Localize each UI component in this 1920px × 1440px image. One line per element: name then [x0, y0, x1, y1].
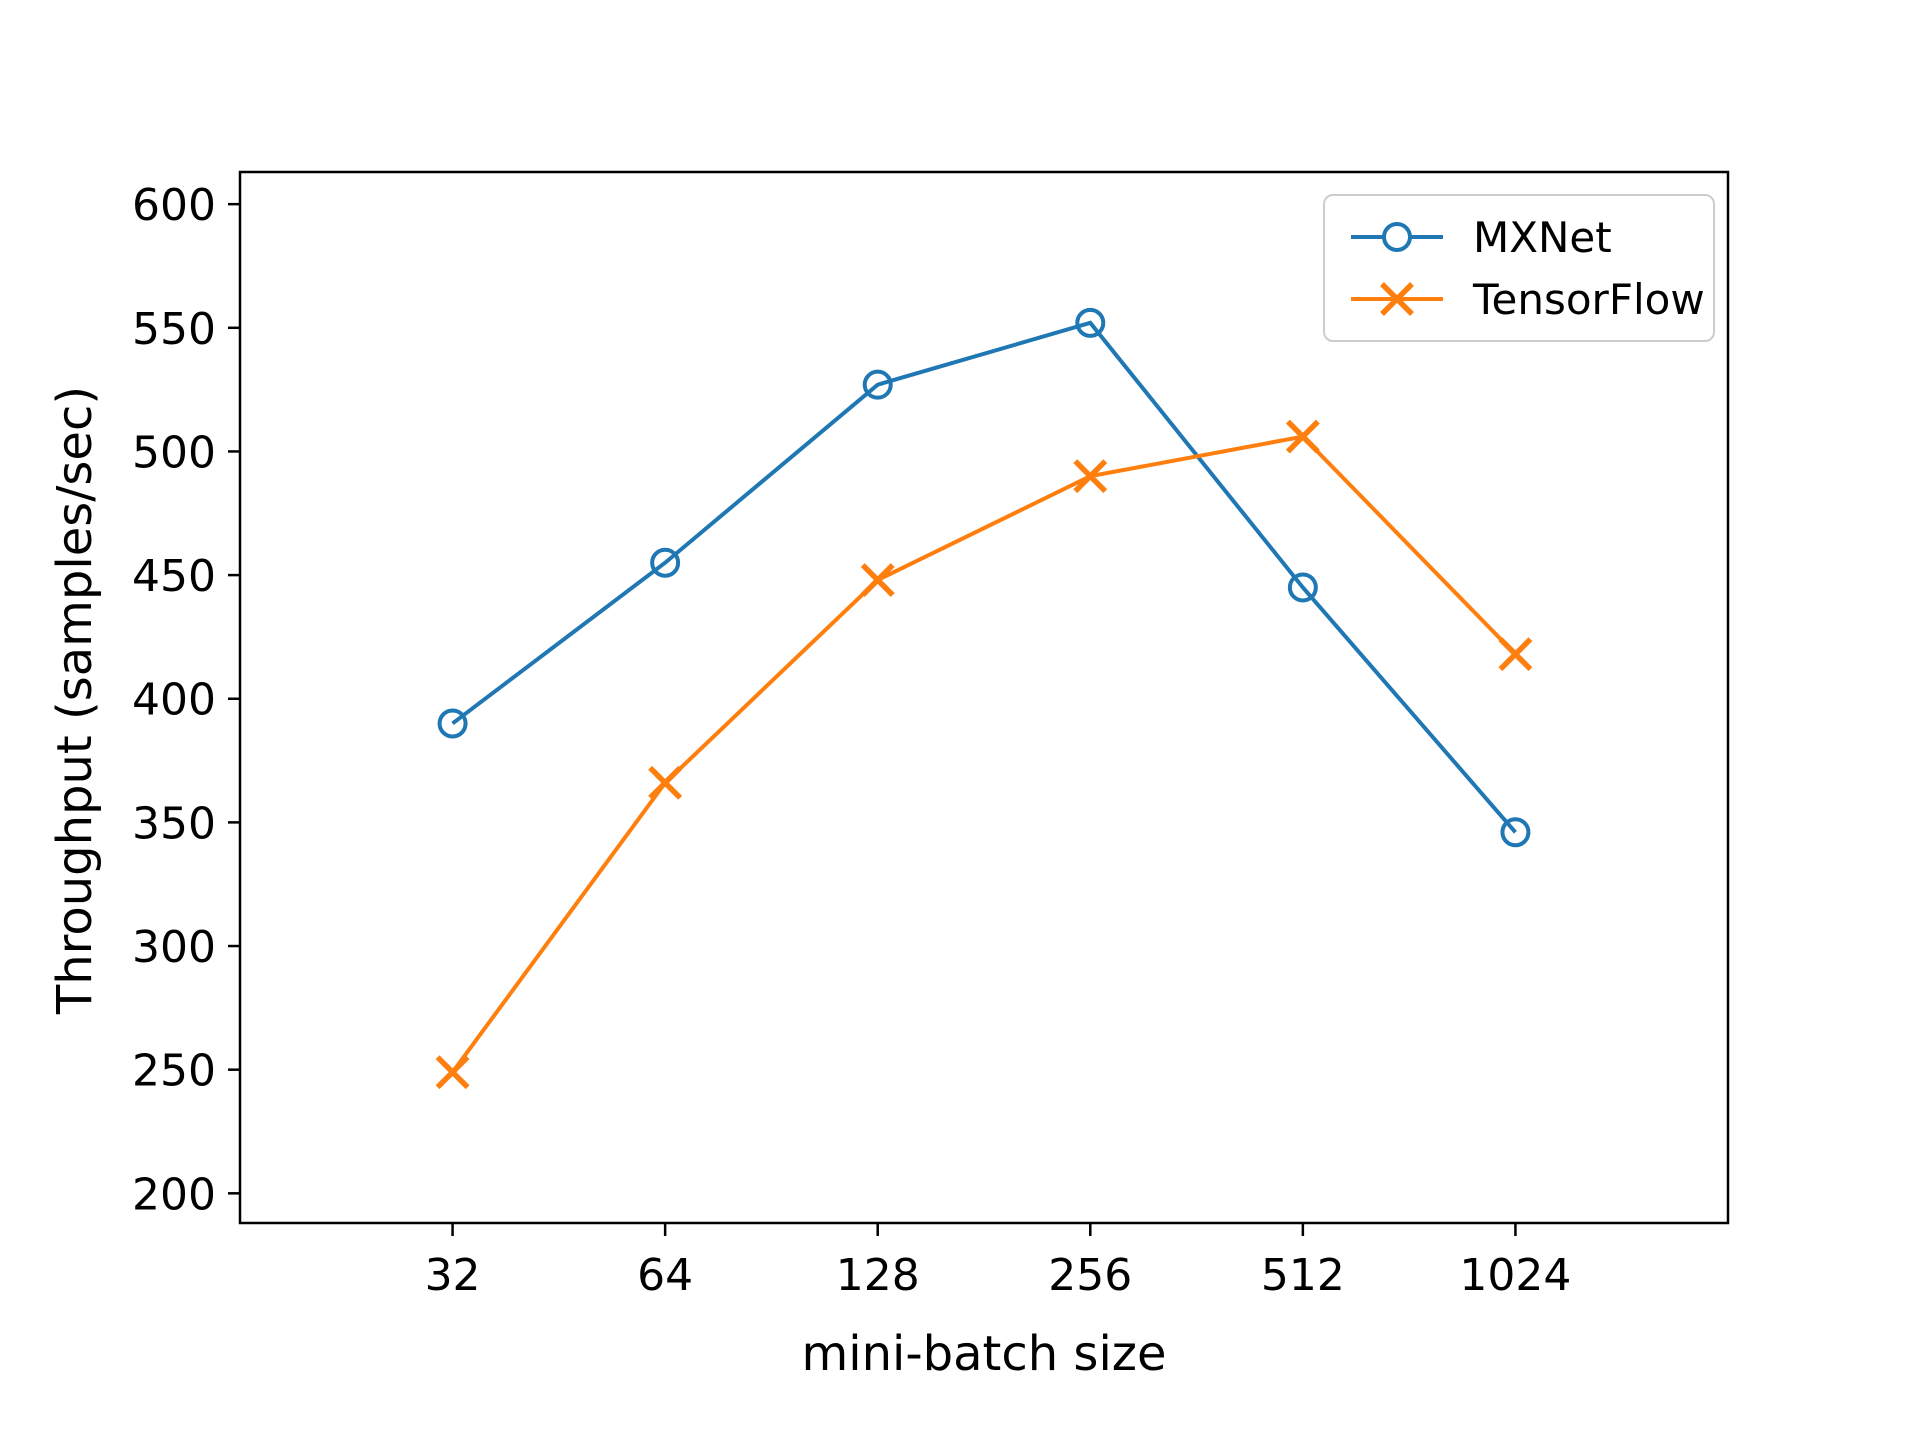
y-tick-label: 500	[132, 427, 216, 478]
data-point-tensorflow	[1498, 637, 1533, 672]
y-tick-label: 250	[132, 1046, 216, 1097]
y-tick-label: 450	[132, 551, 216, 602]
legend: MXNet TensorFlow	[1323, 194, 1715, 342]
series-line-tensorflow	[450, 434, 1517, 1074]
x-tick-label: 512	[1261, 1250, 1345, 1301]
data-point-tensorflow	[435, 1055, 470, 1090]
legend-label-mxnet: MXNet	[1473, 212, 1612, 262]
y-tick-label: 350	[132, 798, 216, 849]
series-line-mxnet	[451, 320, 1517, 834]
data-point-mxnet	[1287, 572, 1318, 603]
y-tick-label: 600	[132, 180, 216, 231]
data-point-mxnet	[1075, 307, 1106, 338]
data-point-mxnet	[862, 369, 893, 400]
x-tick-label: 64	[637, 1250, 693, 1301]
y-axis-title: Throughput (samples/sec)	[47, 385, 103, 1015]
x-tick-label: 1024	[1459, 1250, 1571, 1301]
tensorflow-line-x-icon	[1351, 282, 1443, 316]
x-tick-label: 128	[836, 1250, 920, 1301]
y-tick-label: 550	[132, 304, 216, 355]
x-tick-label: 32	[425, 1250, 481, 1301]
legend-item-mxnet: MXNet	[1347, 206, 1691, 268]
data-point-tensorflow	[860, 563, 895, 597]
data-point-mxnet	[650, 547, 681, 578]
legend-label-tensorflow: TensorFlow	[1473, 274, 1705, 324]
data-point-tensorflow	[1073, 459, 1108, 494]
data-point-tensorflow	[648, 765, 683, 800]
legend-item-tensorflow: TensorFlow	[1347, 268, 1705, 330]
mxnet-line-circle-icon	[1351, 222, 1443, 252]
y-tick-label: 300	[132, 922, 216, 973]
y-tick-label: 200	[132, 1169, 216, 1220]
x-tick-label: 256	[1048, 1250, 1132, 1301]
data-point-tensorflow	[1285, 419, 1320, 454]
y-tick-label: 400	[132, 675, 216, 726]
data-point-mxnet	[1500, 817, 1531, 848]
x-axis-title: mini-batch size	[801, 1326, 1167, 1382]
data-point-mxnet	[437, 708, 468, 739]
